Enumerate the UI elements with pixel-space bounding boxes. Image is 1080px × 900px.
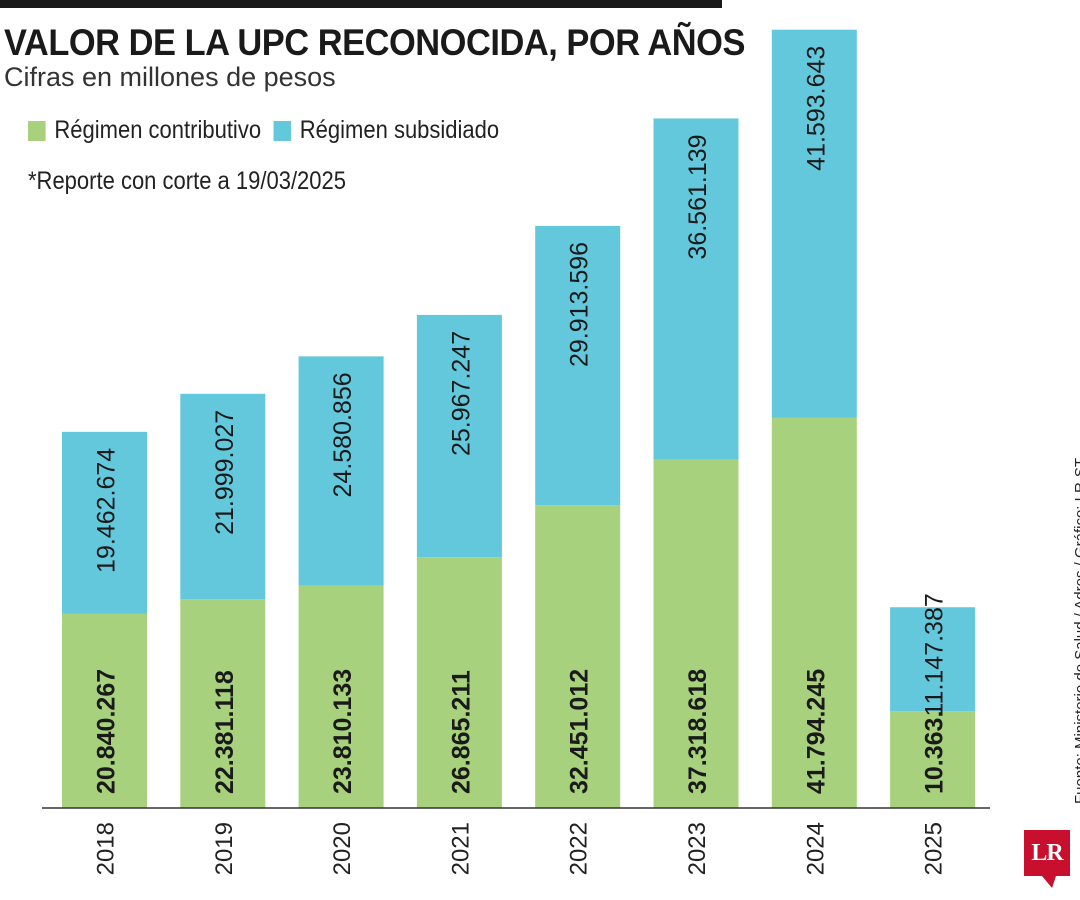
bar-subsidiado-2018 (62, 431, 147, 614)
report-note: *Reporte con corte a 19/03/2025 (28, 167, 347, 195)
bar-contributivo-2018 (62, 613, 147, 808)
bar-contributivo-2019 (180, 599, 266, 808)
bar-subsidiado-2025 (890, 607, 976, 712)
bar-subsidiado-2022 (535, 225, 621, 506)
bar-subsidiado-2019 (180, 393, 266, 600)
x-tick-label-2025: 2025 (921, 822, 948, 875)
bar-contributivo-2020 (298, 585, 384, 808)
data-label-contributivo-2024: 41.794.245 (802, 669, 830, 794)
data-label-subsidiado-2021: 25.967.247 (447, 331, 475, 456)
bar-subsidiado-2024 (771, 29, 857, 418)
legend-swatch-contributivo (28, 120, 46, 141)
data-label-contributivo-2021: 26.865.211 (447, 670, 475, 794)
bar-contributivo-2021 (416, 557, 502, 808)
data-label-subsidiado-2024: 41.593.643 (802, 46, 830, 171)
bar-subsidiado-2020 (298, 356, 384, 586)
legend-swatch-subsidiado (273, 120, 291, 141)
data-label-subsidiado-2020: 24.580.856 (329, 372, 357, 497)
top-rule (0, 0, 722, 8)
chart-title: VALOR DE LA UPC RECONOCIDA, POR AÑOS (4, 22, 745, 63)
legend: Régimen contributivo Régimen subsidiado (28, 116, 499, 145)
data-label-subsidiado-2019: 21.999.027 (211, 410, 239, 535)
bar-subsidiado-2023 (653, 118, 739, 460)
bar-contributivo-2023 (653, 459, 739, 808)
x-tick-label-2024: 2024 (802, 822, 829, 875)
bar-subsidiado-2021 (416, 314, 502, 558)
legend-label-subsidiado: Régimen subsidiado (299, 116, 500, 144)
data-label-subsidiado-2025: 11.147.387 (921, 593, 949, 716)
bar-contributivo-2024 (771, 417, 857, 808)
lr-logo: LR (1024, 830, 1070, 876)
lr-logo-tail (1042, 876, 1056, 888)
data-label-contributivo-2019: 22.381.118 (211, 670, 239, 794)
data-label-contributivo-2023: 37.318.618 (684, 669, 712, 794)
data-label-contributivo-2018: 20.840.267 (93, 669, 121, 794)
data-label-subsidiado-2022: 29.913.596 (566, 242, 594, 367)
data-label-subsidiado-2018: 19.462.674 (93, 448, 121, 573)
x-tick-label-2023: 2023 (684, 822, 711, 875)
source-credit: Fuente: Ministerio de Salud / Adres / Gr… (1072, 458, 1080, 804)
bar-contributivo-2022 (535, 505, 621, 808)
legend-label-contributivo: Régimen contributivo (54, 116, 262, 144)
chart-subtitle: Cifras en millones de pesos (4, 62, 336, 92)
data-label-contributivo-2022: 32.451.012 (566, 669, 594, 794)
legend-item-contributivo: Régimen contributivo (28, 116, 261, 145)
legend-item-subsidiado: Régimen subsidiado (273, 116, 499, 145)
x-tick-label-2021: 2021 (447, 822, 474, 875)
x-tick-label-2022: 2022 (566, 822, 593, 875)
x-tick-label-2020: 2020 (329, 822, 356, 875)
stacked-bar-chart: 20.840.267 19.462.674 2018 22.381.118 21.999… (42, 29, 990, 875)
data-label-contributivo-2020: 23.810.133 (329, 669, 357, 794)
x-tick-label-2019: 2019 (211, 822, 238, 875)
x-tick-label-2018: 2018 (93, 822, 120, 875)
data-label-subsidiado-2023: 36.561.139 (684, 134, 712, 259)
bar-contributivo-2025 (890, 711, 976, 808)
